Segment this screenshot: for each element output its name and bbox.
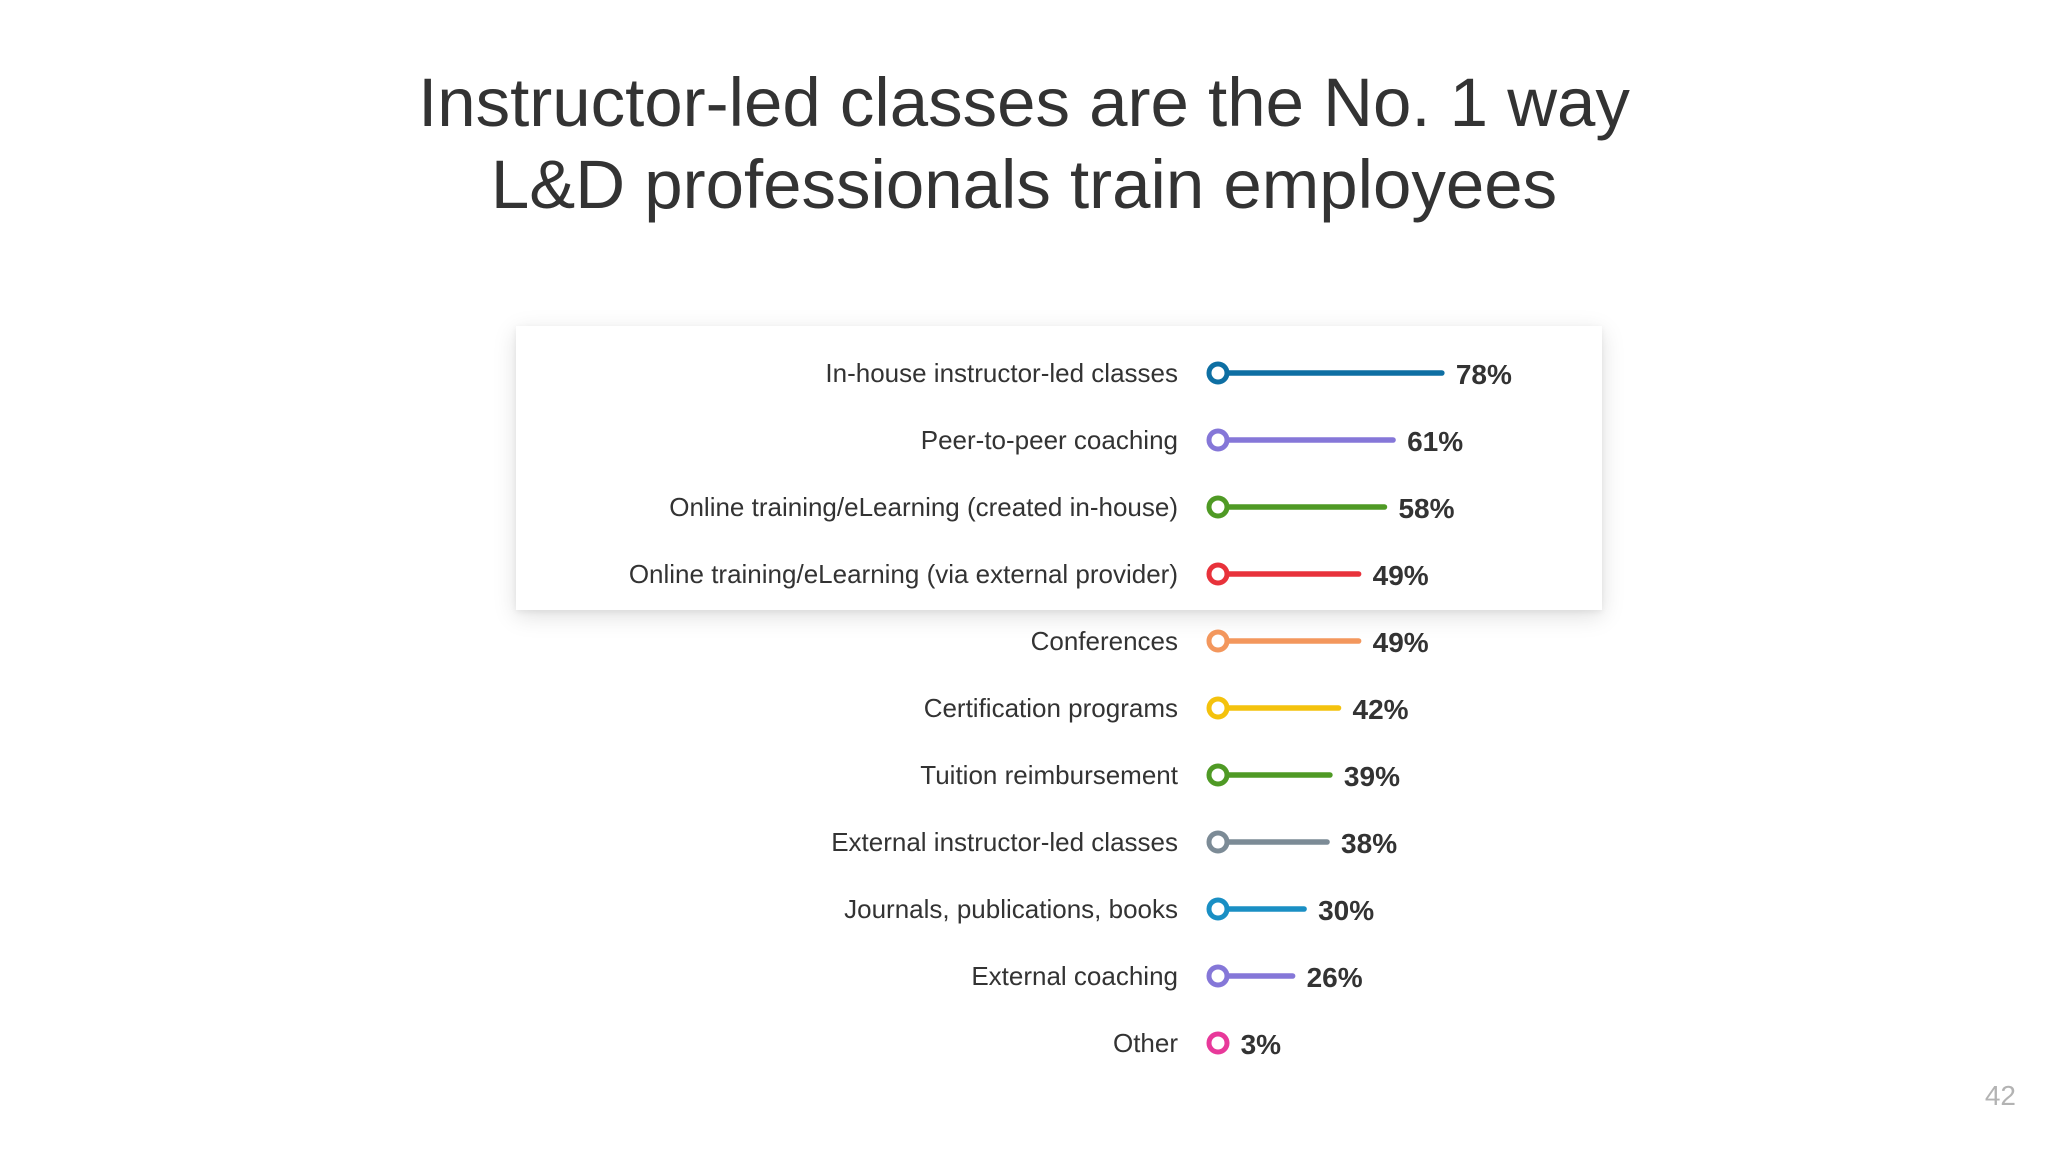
value-label: 3% [1241, 1029, 1282, 1060]
category-label: Conferences [1031, 626, 1178, 656]
value-label: 39% [1344, 761, 1400, 792]
lollipop-marker [1206, 897, 1230, 921]
page-number: 42 [1984, 1080, 2016, 1111]
lollipop-marker [1206, 428, 1230, 452]
value-label: 38% [1341, 828, 1397, 859]
category-label: External coaching [971, 961, 1178, 991]
category-label: Tuition reimbursement [920, 760, 1178, 790]
category-label: Online training/eLearning (via external … [629, 559, 1178, 589]
lollipop-marker [1206, 1031, 1230, 1055]
value-label: 78% [1456, 359, 1512, 390]
category-label: Online training/eLearning (created in-ho… [669, 492, 1178, 522]
category-label: Peer-to-peer coaching [921, 425, 1178, 455]
slide-title-line-1: Instructor-led classes are the No. 1 way [418, 64, 1630, 141]
slide-title-line-2: L&D professionals train employees [490, 146, 1558, 223]
category-label: Other [1113, 1028, 1178, 1058]
lollipop-marker [1206, 562, 1230, 586]
lollipop-marker [1206, 361, 1230, 385]
lollipop-marker [1206, 495, 1230, 519]
value-label: 49% [1373, 627, 1429, 658]
value-label: 30% [1318, 895, 1374, 926]
lollipop-marker [1206, 964, 1230, 988]
lollipop-marker [1206, 629, 1230, 653]
value-label: 58% [1398, 493, 1454, 524]
value-label: 42% [1353, 694, 1409, 725]
lollipop-marker [1206, 763, 1230, 787]
value-label: 26% [1307, 962, 1363, 993]
slide-title: Instructor-led classes are the No. 1 way… [0, 62, 2048, 226]
lollipop-marker [1206, 696, 1230, 720]
lollipop-marker [1206, 830, 1230, 854]
category-label: Certification programs [924, 693, 1178, 723]
value-label: 61% [1407, 426, 1463, 457]
category-label: In-house instructor-led classes [825, 358, 1178, 388]
value-label: 49% [1373, 560, 1429, 591]
category-label: External instructor-led classes [831, 827, 1178, 857]
category-label: Journals, publications, books [844, 894, 1178, 924]
